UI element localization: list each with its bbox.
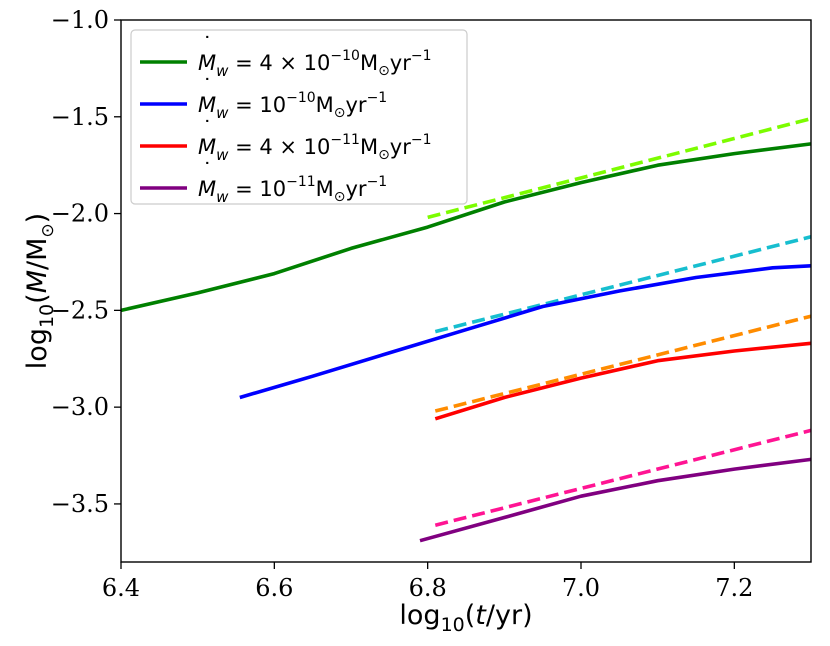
x-tick-label: 6.8	[409, 574, 447, 602]
y-tick-label: −1.5	[51, 103, 109, 131]
legend-mdot-dot: ˙	[202, 33, 213, 57]
legend-label: Mw = 10−10M⊙yr−1	[198, 90, 387, 122]
legend-label: Mw = 10−11M⊙yr−1	[198, 174, 387, 206]
x-tick-label: 7.2	[715, 574, 753, 602]
y-tick-label: −2.0	[51, 200, 109, 228]
x-tick-label: 6.4	[102, 574, 140, 602]
y-tick-label: −2.5	[51, 296, 109, 324]
legend-box	[130, 29, 468, 205]
y-axis-title: log10(M/M⊙)	[22, 213, 58, 369]
fit-lines	[427, 116, 812, 527]
fit-line-7	[434, 428, 812, 527]
series-line-2	[434, 341, 812, 421]
fit-line-5	[434, 235, 812, 334]
legend-label: Mw = 4 × 10−11M⊙yr−1	[198, 132, 432, 164]
y-tick-label: −3.5	[51, 490, 109, 518]
legend: ˙Mw = 4 × 10−10M⊙yr−1˙Mw = 10−10M⊙yr−1˙M…	[130, 29, 468, 206]
legend-label: Mw = 4 × 10−10M⊙yr−1	[198, 48, 432, 80]
data-lines	[120, 142, 812, 543]
x-axis-ticks: 6.4 6.6 6.8 7.0 7.2	[102, 562, 753, 602]
series-line-1	[239, 264, 812, 400]
fit-line-4	[427, 116, 812, 220]
legend-mdot-dot: ˙	[202, 159, 213, 183]
y-tick-label: −3.0	[51, 393, 109, 421]
y-tick-label: −1.0	[51, 6, 109, 34]
x-axis-title: log10(t/yr)	[399, 600, 532, 636]
legend-mdot-dot: ˙	[202, 117, 213, 141]
y-axis-ticks: −1.0 −1.5 −2.0 −2.5 −3.0 −3.5	[51, 6, 121, 518]
x-tick-label: 6.6	[255, 574, 293, 602]
series-line-0	[120, 142, 812, 313]
x-tick-label: 7.0	[562, 574, 600, 602]
series-line-3	[419, 457, 812, 543]
fit-line-6	[434, 314, 812, 413]
legend-mdot-dot: ˙	[202, 75, 213, 99]
plot-frame	[120, 19, 812, 563]
